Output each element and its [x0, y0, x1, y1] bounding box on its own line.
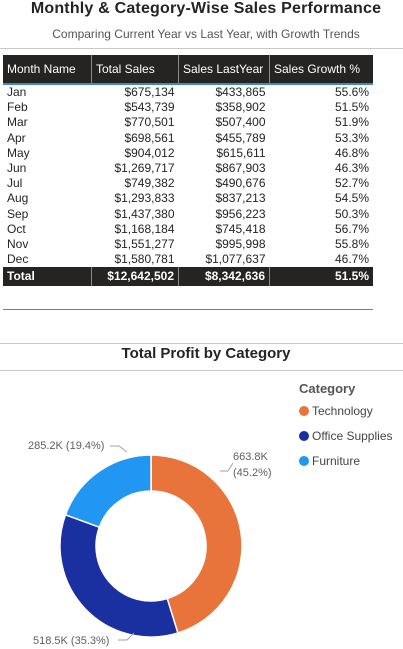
sales-lastyear-cell: $745,418 [179, 222, 270, 237]
column-header-month[interactable]: Month Name [3, 55, 92, 83]
month-cell: Aug [3, 191, 92, 206]
leader-line [110, 446, 127, 452]
sales-lastyear-cell: $956,223 [179, 207, 270, 222]
sales-growth-cell: 56.7% [270, 222, 374, 237]
total-label: Total [3, 267, 92, 286]
donut-slice-office-supplies[interactable] [60, 515, 178, 637]
sales-growth-cell: 46.3% [270, 161, 374, 176]
column-header-total-sales[interactable]: Total Sales [92, 55, 179, 83]
sales-lastyear-cell: $433,865 [179, 83, 270, 100]
sales-lastyear-cell: $837,213 [179, 191, 270, 206]
sales-growth-cell: 46.8% [270, 146, 374, 161]
data-label-office-supplies: 518.5K (35.3%) [33, 635, 109, 647]
sales-lastyear-cell: $490,676 [179, 176, 270, 191]
total-sales-cell: $904,012 [92, 146, 179, 161]
data-label-furniture: 285.2K (19.4%) [28, 440, 104, 452]
table-header-row: Month Name Total Sales Sales LastYear Sa… [3, 55, 373, 83]
sales-growth-cell: 55.8% [270, 237, 374, 252]
total-sales-cell: $1,437,380 [92, 207, 179, 222]
column-header-sales-lastyear[interactable]: Sales LastYear [179, 55, 270, 83]
total-sales-cell: $1,293,833 [92, 191, 179, 206]
total-sales-cell: $749,382 [92, 176, 179, 191]
data-label-technology: 663.8K [233, 451, 269, 463]
month-cell: Oct [3, 222, 92, 237]
total-sales-cell: $1,580,781 [92, 252, 179, 267]
month-cell: Nov [3, 237, 92, 252]
sales-lastyear-cell: $455,789 [179, 131, 270, 146]
sales-growth-cell: 53.3% [270, 131, 374, 146]
sales-lastyear-cell: $615,611 [179, 146, 270, 161]
table-row[interactable]: Aug $1,293,833 $837,213 54.5% [3, 191, 373, 206]
table-row[interactable]: Jun $1,269,717 $867,903 46.3% [3, 161, 373, 176]
sales-growth-cell: 54.5% [270, 191, 374, 206]
total-sales-cell: $770,501 [92, 115, 179, 130]
sales-growth-cell: 50.3% [270, 207, 374, 222]
data-label-technology-percent: (45.2%) [233, 467, 272, 479]
table-row[interactable]: Dec $1,580,781 $1,077,637 46.7% [3, 252, 373, 267]
month-cell: Feb [3, 100, 92, 115]
sales-lastyear-cell: $507,400 [179, 115, 270, 130]
month-cell: Apr [3, 131, 92, 146]
table-row[interactable]: Oct $1,168,184 $745,418 56.7% [3, 222, 373, 237]
sales-growth-cell: 55.6% [270, 83, 374, 100]
total-lastyear-value: $8,342,636 [179, 267, 270, 286]
donut-slice-furniture[interactable] [66, 455, 151, 527]
profit-donut-chart: 663.8K (45.2%) 285.2K (19.4%) 518.5K (35… [0, 371, 403, 649]
table-footer-accent [3, 309, 373, 310]
total-sales-cell: $698,561 [92, 131, 179, 146]
sales-growth-cell: 51.9% [270, 115, 374, 130]
sales-growth-cell: 51.5% [270, 100, 374, 115]
table-total-row: Total $12,642,502 $8,342,636 51.5% [3, 267, 373, 286]
sales-lastyear-cell: $1,077,637 [179, 252, 270, 267]
table-row[interactable]: Apr $698,561 $455,789 53.3% [3, 131, 373, 146]
total-sales-cell: $1,551,277 [92, 237, 179, 252]
table-row[interactable]: May $904,012 $615,611 46.8% [3, 146, 373, 161]
sales-lastyear-cell: $867,903 [179, 161, 270, 176]
leader-line [220, 463, 233, 471]
total-sales-cell: $543,739 [92, 100, 179, 115]
month-cell: Mar [3, 115, 92, 130]
sales-growth-cell: 52.7% [270, 176, 374, 191]
column-header-sales-growth[interactable]: Sales Growth % [270, 55, 374, 83]
total-sales-cell: $675,134 [92, 83, 179, 100]
total-sales-cell: $1,168,184 [92, 222, 179, 237]
table-row[interactable]: Jan $675,134 $433,865 55.6% [3, 83, 373, 100]
table-row[interactable]: Mar $770,501 $507,400 51.9% [3, 115, 373, 130]
total-sales-value: $12,642,502 [92, 267, 179, 286]
table-row[interactable]: Feb $543,739 $358,902 51.5% [3, 100, 373, 115]
table-row[interactable]: Nov $1,551,277 $995,998 55.8% [3, 237, 373, 252]
table-row[interactable]: Jul $749,382 $490,676 52.7% [3, 176, 373, 191]
month-cell: Jul [3, 176, 92, 191]
sales-lastyear-cell: $995,998 [179, 237, 270, 252]
total-sales-cell: $1,269,717 [92, 161, 179, 176]
sales-growth-cell: 46.7% [270, 252, 374, 267]
report-title: Monthly & Category-Wise Sales Performanc… [0, 0, 403, 18]
sales-lastyear-cell: $358,902 [179, 100, 270, 115]
divider [0, 343, 403, 344]
divider [0, 48, 403, 49]
profit-chart-title: Total Profit by Category [0, 345, 403, 362]
table-header-accent [3, 83, 373, 85]
month-cell: Jun [3, 161, 92, 176]
month-cell: Dec [3, 252, 92, 267]
total-growth-value: 51.5% [270, 267, 374, 286]
month-cell: May [3, 146, 92, 161]
report-subtitle: Comparing Current Year vs Last Year, wit… [0, 27, 403, 41]
table-row[interactable]: Sep $1,437,380 $956,223 50.3% [3, 207, 373, 222]
month-cell: Jan [3, 83, 92, 100]
month-cell: Sep [3, 207, 92, 222]
sales-table: Month Name Total Sales Sales LastYear Sa… [3, 55, 373, 286]
